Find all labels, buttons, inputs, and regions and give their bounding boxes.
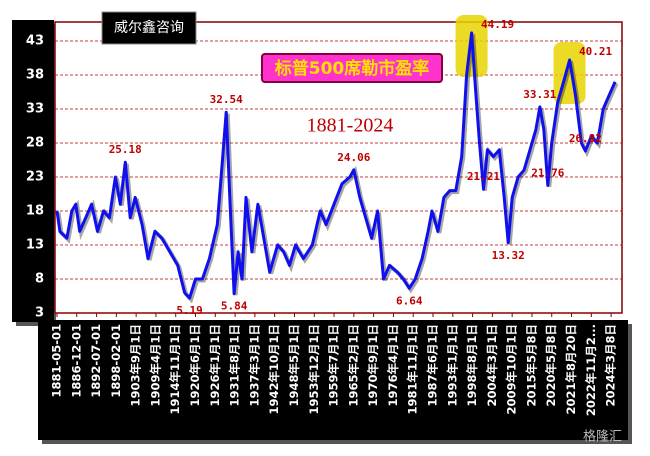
- x-tick-label: 2015年5月8日: [524, 324, 538, 407]
- data-label: 32.54: [210, 93, 243, 106]
- x-tick-label: 2009年10月1日: [505, 324, 519, 415]
- x-tick-label: 1953年12月1日: [307, 324, 321, 415]
- x-tick-label: 1948年5月1日: [287, 324, 301, 407]
- data-label: 24.06: [337, 151, 370, 164]
- x-tick-label: 1920年6月1日: [188, 324, 202, 407]
- x-tick-label: 1981年11月1日: [406, 324, 420, 415]
- x-tick-label: 1937年3月1日: [247, 324, 261, 407]
- y-tick-label: 13: [26, 238, 44, 253]
- x-tick-label: 1993年1月1日: [445, 324, 459, 407]
- y-tick-label: 8: [35, 272, 44, 287]
- y-axis-panel: [12, 20, 54, 322]
- y-tick-label: 43: [26, 34, 44, 49]
- data-label: 21.21: [467, 170, 500, 183]
- x-tick-label: 2024年3月8日: [604, 324, 618, 407]
- data-label: 25.18: [109, 143, 142, 156]
- x-tick-label: 1959年7月1日: [327, 324, 341, 407]
- chart-subtitle: 1881-2024: [307, 115, 394, 137]
- x-tick-label: 1965年2月1日: [346, 324, 360, 407]
- x-axis-panel: [38, 320, 628, 440]
- x-tick-label: 1970年9月1日: [366, 324, 380, 407]
- x-tick-label: 1998年8月1日: [465, 324, 479, 407]
- data-label: 26.82: [569, 132, 602, 145]
- data-label: 44.19: [481, 18, 514, 31]
- marks: [55, 14, 619, 304]
- y-tick-label: 33: [26, 102, 44, 117]
- x-tick-label: 1931年8月1日: [228, 324, 242, 407]
- x-tick-label: 1987年6月1日: [426, 324, 440, 407]
- data-label: 40.21: [579, 45, 612, 58]
- y-tick-label: 38: [26, 68, 44, 83]
- y-tick-label: 28: [26, 136, 44, 151]
- x-tick-label: 1914年11月1日: [168, 324, 182, 415]
- data-label: 5.19: [176, 304, 203, 317]
- data-label: 33.31: [523, 88, 556, 101]
- y-tick-label: 3: [35, 306, 44, 321]
- x-tick-label: 1909年4月1日: [148, 324, 162, 407]
- x-tick-label: 1881-05-01: [49, 324, 63, 398]
- data-label: 5.84: [221, 300, 248, 313]
- x-tick-label: 1886-12-01: [69, 324, 83, 398]
- grid: [55, 40, 622, 314]
- watermark: 格隆汇: [583, 429, 622, 445]
- data-label: 13.32: [492, 249, 525, 262]
- x-tick-label: 2021年8月20日: [564, 324, 578, 415]
- x-tick-label: 1898-02-01: [109, 324, 123, 398]
- x-tick-label: 2022年11月2...: [584, 324, 598, 416]
- x-tick-label: 1892-07-01: [89, 324, 103, 398]
- line: [55, 31, 617, 300]
- y-tick-label: 23: [26, 170, 44, 185]
- brand: 威尔鑫咨询: [114, 19, 184, 36]
- data-label: 6.64: [396, 294, 423, 307]
- chart-title: 标普500席勒市盈率: [275, 58, 430, 79]
- x-tick-label: 2020年5月8日: [544, 324, 558, 407]
- x-tick-label: 1976年4月1日: [386, 324, 400, 407]
- x-tick-label: 1942年10月1日: [267, 324, 281, 415]
- x-tick-label: 1926年1月1日: [208, 324, 222, 407]
- title-box: [261, 53, 443, 83]
- x-tick-label: 2004年3月1日: [485, 324, 499, 407]
- y-tick-label: 18: [26, 204, 44, 219]
- data-label: 21.76: [531, 166, 564, 179]
- brand-box: [101, 11, 197, 45]
- x-tick-label: 1903年9月1日: [129, 324, 143, 407]
